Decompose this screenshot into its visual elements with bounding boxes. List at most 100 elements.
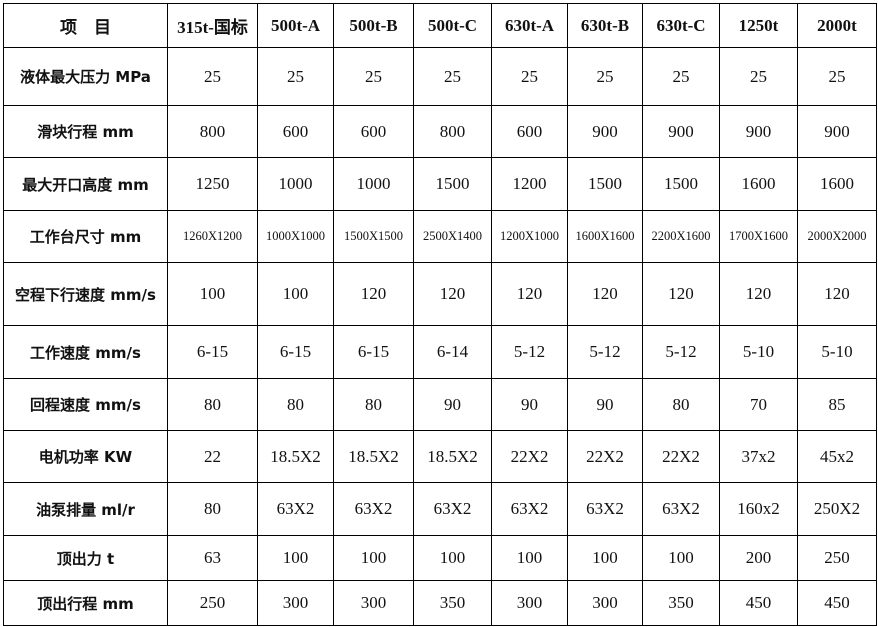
column-header: 630t-C xyxy=(642,3,720,48)
table-cell: 900 xyxy=(797,105,877,158)
table-cell: 80 xyxy=(257,378,334,431)
table-cell: 900 xyxy=(567,105,643,158)
row-label: 回程速度 mm/s xyxy=(3,378,168,431)
table-cell: 800 xyxy=(167,105,258,158)
row-label: 顶出力 t xyxy=(3,535,168,581)
table-cell: 2500X1400 xyxy=(413,210,492,263)
table-cell: 18.5X2 xyxy=(413,430,492,483)
table-cell: 63 xyxy=(167,535,258,581)
table-cell: 90 xyxy=(491,378,568,431)
table-cell: 6-14 xyxy=(413,325,492,379)
table-cell: 300 xyxy=(567,580,643,626)
table-cell: 25 xyxy=(333,47,414,106)
table-cell: 90 xyxy=(413,378,492,431)
table-cell: 1500X1500 xyxy=(333,210,414,263)
table-cell: 120 xyxy=(413,262,492,326)
table-cell: 450 xyxy=(719,580,798,626)
table-row: 液体最大压力 MPa 25 25 25 25 25 25 25 25 25 xyxy=(3,47,877,106)
table-cell: 120 xyxy=(491,262,568,326)
table-cell: 800 xyxy=(413,105,492,158)
table-cell: 22X2 xyxy=(491,430,568,483)
table-cell: 80 xyxy=(167,482,258,536)
row-label: 油泵排量 ml/r xyxy=(3,482,168,536)
table-cell: 22 xyxy=(167,430,258,483)
table-cell: 25 xyxy=(567,47,643,106)
table-cell: 63X2 xyxy=(642,482,720,536)
table-cell: 25 xyxy=(413,47,492,106)
table-cell: 1200 xyxy=(491,157,568,211)
table-cell: 45x2 xyxy=(797,430,877,483)
table-cell: 22X2 xyxy=(567,430,643,483)
column-header: 500t-A xyxy=(257,3,334,48)
table-cell: 1000 xyxy=(333,157,414,211)
table-cell: 25 xyxy=(167,47,258,106)
row-label: 空程下行速度 mm/s xyxy=(3,262,168,326)
table-cell: 350 xyxy=(642,580,720,626)
table-cell: 100 xyxy=(491,535,568,581)
column-header: 1250t xyxy=(719,3,798,48)
table-cell: 1600X1600 xyxy=(567,210,643,263)
table-cell: 25 xyxy=(642,47,720,106)
column-header: 500t-B xyxy=(333,3,414,48)
table-cell: 300 xyxy=(333,580,414,626)
table-cell: 5-12 xyxy=(491,325,568,379)
table-row: 回程速度 mm/s 80 80 80 90 90 90 80 70 85 xyxy=(3,378,877,431)
table-cell: 1500 xyxy=(567,157,643,211)
table-row: 电机功率 KW 22 18.5X2 18.5X2 18.5X2 22X2 22X2 22X2 3… xyxy=(3,430,877,483)
table-cell: 900 xyxy=(642,105,720,158)
table-cell: 900 xyxy=(719,105,798,158)
table-cell: 22X2 xyxy=(642,430,720,483)
table-cell: 100 xyxy=(333,535,414,581)
table-cell: 1500 xyxy=(413,157,492,211)
row-label: 工作速度 mm/s xyxy=(3,325,168,379)
table-cell: 63X2 xyxy=(413,482,492,536)
table-cell: 100 xyxy=(642,535,720,581)
table-cell: 120 xyxy=(642,262,720,326)
table-cell: 2000X2000 xyxy=(797,210,877,263)
table-cell: 5-12 xyxy=(567,325,643,379)
table-cell: 250 xyxy=(797,535,877,581)
table-cell: 120 xyxy=(333,262,414,326)
table-row: 工作速度 mm/s 6-15 6-15 6-15 6-14 5-12 5-12 5-12 5-1… xyxy=(3,325,877,379)
table-cell: 85 xyxy=(797,378,877,431)
table-row: 顶出力 t 63 100 100 100 100 100 100 200 250 xyxy=(3,535,877,581)
table-cell: 200 xyxy=(719,535,798,581)
table-cell: 300 xyxy=(257,580,334,626)
table-cell: 80 xyxy=(333,378,414,431)
table-cell: 63X2 xyxy=(333,482,414,536)
table-cell: 100 xyxy=(167,262,258,326)
table-cell: 600 xyxy=(333,105,414,158)
table-cell: 1000 xyxy=(257,157,334,211)
table-cell: 1260X1200 xyxy=(167,210,258,263)
table-cell: 80 xyxy=(167,378,258,431)
table-cell: 37x2 xyxy=(719,430,798,483)
table-row: 顶出行程 mm 250 300 300 350 300 300 350 450 450 xyxy=(3,580,877,626)
table-cell: 350 xyxy=(413,580,492,626)
table-cell: 100 xyxy=(257,535,334,581)
table-cell: 600 xyxy=(257,105,334,158)
table-cell: 5-12 xyxy=(642,325,720,379)
table-cell: 1200X1000 xyxy=(491,210,568,263)
table-cell: 5-10 xyxy=(797,325,877,379)
table-row: 滑块行程 mm 800 600 600 800 600 900 900 900 900 xyxy=(3,105,877,158)
table-cell: 18.5X2 xyxy=(333,430,414,483)
table-row: 工作台尺寸 mm 1260X1200 1000X1000 1500X1500 2500X… xyxy=(3,210,877,263)
row-label: 电机功率 KW xyxy=(3,430,168,483)
table-cell: 6-15 xyxy=(167,325,258,379)
table-cell: 1000X1000 xyxy=(257,210,334,263)
table-cell: 6-15 xyxy=(257,325,334,379)
table-cell: 250X2 xyxy=(797,482,877,536)
table-cell: 1600 xyxy=(797,157,877,211)
table-cell: 80 xyxy=(642,378,720,431)
column-header: 315t-国标 xyxy=(167,3,258,48)
table-cell: 1500 xyxy=(642,157,720,211)
column-header: 630t-B xyxy=(567,3,643,48)
row-label: 顶出行程 mm xyxy=(3,580,168,626)
table-cell: 100 xyxy=(567,535,643,581)
column-header: 500t-C xyxy=(413,3,492,48)
column-header: 项 目 xyxy=(3,3,168,48)
table-cell: 25 xyxy=(491,47,568,106)
table-cell: 100 xyxy=(257,262,334,326)
row-label: 液体最大压力 MPa xyxy=(3,47,168,106)
column-header: 2000t xyxy=(797,3,877,48)
